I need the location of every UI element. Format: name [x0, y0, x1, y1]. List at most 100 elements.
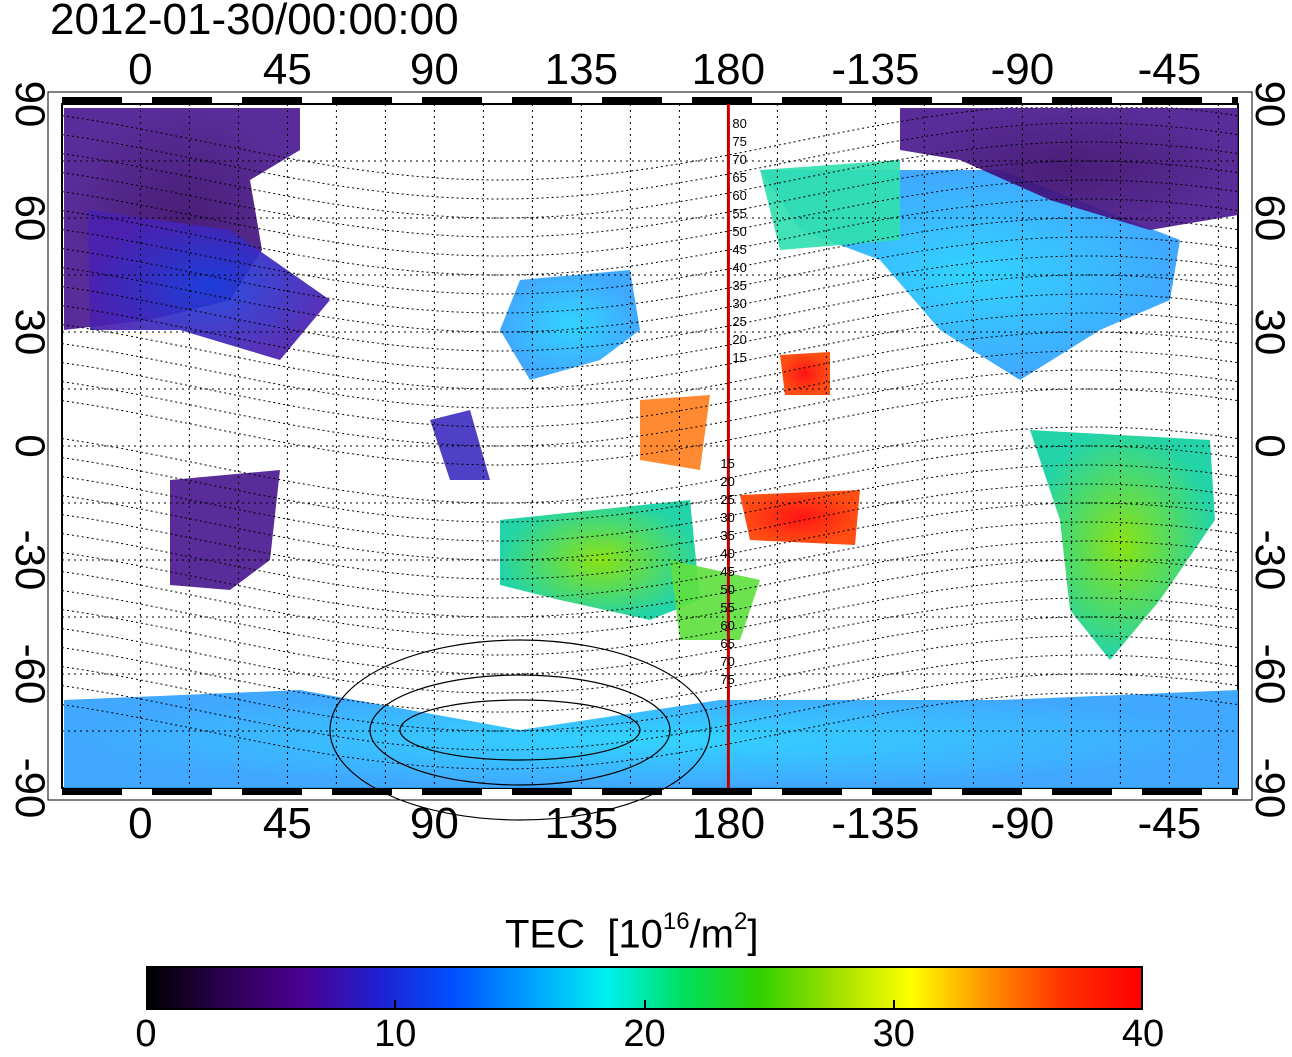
- lat-label-left: 60: [7, 194, 54, 242]
- magnetic-latitude-curve: [61, 502, 1239, 580]
- magnetic-latitude-label: 40: [732, 260, 746, 275]
- tec-patch-india: [430, 410, 490, 480]
- magnetic-latitude-curve: [61, 274, 1239, 352]
- magnetic-latitude-curve: [61, 217, 1239, 295]
- magnetic-latitude-curve: [61, 331, 1239, 409]
- south-pole-contour: [399, 699, 641, 761]
- tec-patch-alaska: [760, 160, 900, 250]
- magnetic-latitude-curve: [61, 464, 1239, 542]
- tec-patch-pacific-red1: [780, 352, 830, 395]
- map-outer-frame: [47, 91, 1253, 801]
- magnetic-latitude-curve: [61, 179, 1239, 257]
- magnetic-latitude-curve: [61, 616, 1239, 694]
- lon-label-top: 90: [409, 45, 459, 94]
- magnetic-latitude-label: 35: [720, 528, 734, 543]
- magnetic-latitude-curve: [61, 483, 1239, 561]
- tec-patch-antarctica: [64, 690, 1238, 788]
- magnetic-latitude-curve: [61, 692, 1239, 770]
- magnetic-latitude-label: 60: [720, 618, 734, 633]
- magnetic-latitude-curve: [61, 236, 1239, 314]
- lon-label-top: 45: [262, 45, 312, 94]
- magnetic-latitude-curve: [61, 521, 1239, 599]
- magnetic-latitude-label: 75: [732, 134, 746, 149]
- tec-map: 80 75 70 65 60 55 50 45 40 35 30 25 20 15 15 20 25 30 35 40…: [47, 91, 1253, 821]
- lon-label-top: 180: [691, 45, 766, 94]
- lat-label-right: 30: [1247, 308, 1292, 356]
- lat-label-left: -90: [7, 757, 54, 819]
- plot-timestamp: 2012-01-30/00:00:00: [50, 0, 459, 44]
- magnetic-latitude-label: 25: [720, 492, 734, 507]
- magnetic-latitude-curve: [61, 312, 1239, 390]
- lon-label-bottom: -135: [831, 799, 920, 848]
- tec-patch-europe: [88, 210, 330, 360]
- tec-patch-pacific-orange: [640, 395, 710, 470]
- lon-label-top: -135: [831, 45, 920, 94]
- lat-label-right: -90: [1247, 757, 1292, 819]
- magnetic-latitude-label: 40: [720, 546, 734, 561]
- lon-label-bottom: 135: [544, 799, 619, 848]
- lon-label-bottom: 45: [262, 799, 312, 848]
- magnetic-latitude-label: 25: [732, 314, 746, 329]
- south-pole-contour: [369, 674, 671, 786]
- magnetic-latitude-curve: [61, 198, 1239, 276]
- colorbar-unit-base: [10: [607, 912, 663, 957]
- magnetic-latitude-curve: [61, 388, 1239, 466]
- colorbar-title: TEC [1016/m2]: [505, 902, 758, 958]
- lat-label-left: 30: [7, 308, 54, 356]
- magnetic-latitude-curve: [61, 597, 1239, 675]
- magnetic-latitude-label: 60: [732, 188, 746, 203]
- magnetic-latitude-curve: [61, 654, 1239, 732]
- colorbar-tick: [394, 1000, 397, 1010]
- lon-label-top: 0: [128, 45, 153, 94]
- south-pole-contour: [329, 639, 711, 821]
- lon-label-bottom: 180: [691, 799, 766, 848]
- lon-label-top: -45: [1137, 45, 1202, 94]
- tec-patch-australia: [500, 500, 700, 620]
- magnetic-latitude-label: 70: [720, 654, 734, 669]
- magnetic-latitude-label: 20: [720, 474, 734, 489]
- lat-label-left: -60: [7, 643, 54, 705]
- magnetic-latitude-label: 20: [732, 332, 746, 347]
- magnetic-latitude-label: 75: [720, 672, 734, 687]
- magnetic-latitude-label: 35: [732, 278, 746, 293]
- magnetic-latitude-curve: [61, 160, 1239, 238]
- lon-label-bottom: 90: [409, 799, 459, 848]
- magnetic-latitude-curve: [61, 578, 1239, 656]
- magnetic-latitude-curve: [61, 673, 1239, 751]
- colorbar-tick: [1141, 1000, 1143, 1010]
- colorbar-tick-label: 40: [1121, 1013, 1165, 1055]
- colorbar-tick: [892, 1000, 895, 1010]
- lat-label-right: 60: [1247, 194, 1292, 242]
- magnetic-latitude-label: 50: [720, 582, 734, 597]
- colorbar-title-text: TEC: [505, 912, 585, 957]
- magnetic-latitude-label: 30: [732, 296, 746, 311]
- magnetic-latitude-label: 15: [732, 350, 746, 365]
- magnetic-latitude-curve: [61, 540, 1239, 618]
- magnetic-latitude-label: 65: [732, 170, 746, 185]
- tec-patch-siberia: [900, 108, 1238, 230]
- lat-label-left: -30: [7, 529, 54, 591]
- lat-label-right: -30: [1247, 529, 1292, 591]
- magnetic-latitude-label: 55: [720, 600, 734, 615]
- colorbar-unit-exp: 16: [662, 908, 690, 935]
- colorbar-tick-label: 30: [872, 1013, 915, 1055]
- lon-label-bottom: -90: [990, 799, 1055, 848]
- lat-label-left: 0: [7, 434, 54, 458]
- lon-label-top: 135: [544, 45, 619, 94]
- magnetic-latitude-curve: [61, 255, 1239, 333]
- magnetic-latitude-curve: [61, 635, 1239, 713]
- magnetic-latitude-label: 50: [732, 224, 746, 239]
- lon-label-top: -90: [990, 45, 1055, 94]
- magnetic-latitude-curve: [61, 350, 1239, 428]
- colorbar-unit-end: ]: [747, 912, 759, 957]
- magnetic-latitude-curve: [61, 559, 1239, 637]
- lat-label-left: 90: [7, 80, 54, 128]
- tec-patch-africa: [170, 470, 280, 590]
- colorbar-tick: [643, 1000, 646, 1010]
- magnetic-latitude-label: 80: [732, 116, 746, 131]
- magnetic-latitude-curve: [61, 293, 1239, 371]
- colorbar-unit-mid: /m: [689, 912, 734, 957]
- tec-patch-pacific-red2: [740, 490, 860, 545]
- magnetic-latitude-label: 55: [732, 206, 746, 221]
- magnetic-latitude-label: 65: [720, 636, 734, 651]
